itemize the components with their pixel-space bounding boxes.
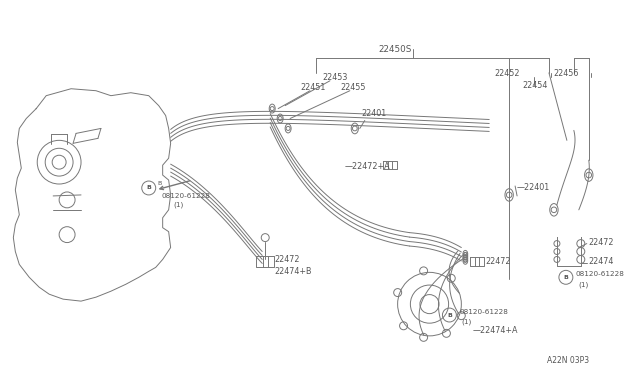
Text: B: B (147, 186, 151, 190)
Text: 08120-61228: 08120-61228 (576, 271, 625, 278)
Text: A22N 03P3: A22N 03P3 (547, 356, 589, 365)
Text: 22450S: 22450S (378, 45, 412, 54)
Text: (1): (1) (173, 202, 184, 208)
Text: —22472+A: —22472+A (345, 162, 390, 171)
Text: 08120-61228: 08120-61228 (460, 309, 508, 315)
Text: 22451: 22451 (300, 83, 325, 92)
Text: 08120-61228: 08120-61228 (162, 193, 211, 199)
Text: 22452: 22452 (494, 69, 520, 78)
Text: 22472: 22472 (485, 257, 511, 266)
Text: 22472: 22472 (589, 238, 614, 247)
Text: —22474+A: —22474+A (472, 326, 518, 335)
Text: 22472: 22472 (274, 256, 300, 264)
Text: B: B (563, 275, 568, 280)
Text: B: B (447, 312, 452, 318)
Text: B: B (157, 180, 162, 186)
Text: 22401: 22401 (362, 109, 387, 118)
Text: 22456: 22456 (553, 69, 579, 78)
Text: —22401: —22401 (517, 183, 550, 192)
Text: 22474: 22474 (589, 257, 614, 266)
Text: 22455: 22455 (340, 83, 365, 92)
Text: 22454: 22454 (522, 81, 547, 90)
Text: (1): (1) (579, 281, 589, 288)
Text: 22453: 22453 (322, 73, 348, 82)
Text: 22474+B: 22474+B (274, 267, 312, 276)
Text: (1): (1) (461, 319, 472, 326)
Circle shape (261, 234, 269, 241)
